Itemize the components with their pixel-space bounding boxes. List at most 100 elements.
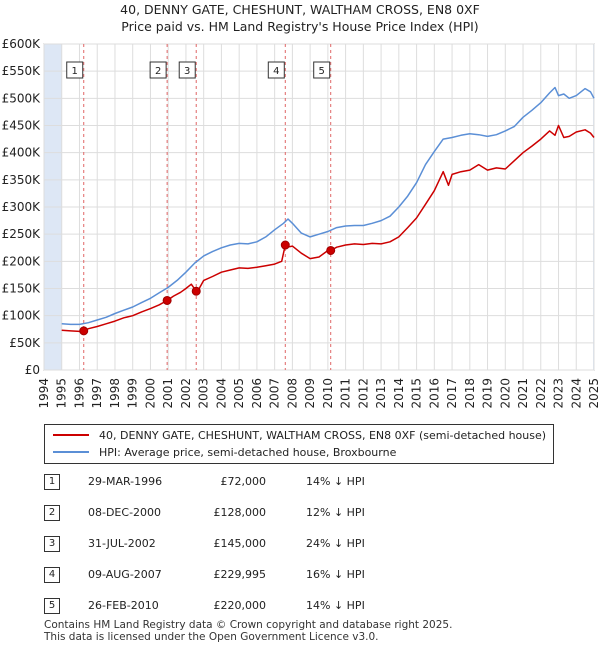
transaction-point [79, 326, 89, 336]
transaction-marker-label: 2 [149, 61, 167, 79]
sale-number-badge: 5 [44, 598, 60, 614]
sale-date: 09-AUG-2007 [88, 568, 162, 581]
x-tick-label: 2010 [321, 378, 335, 409]
sale-hpi-diff: 12% ↓ HPI [306, 506, 365, 519]
x-tick-label: 1999 [126, 378, 140, 409]
x-tick-label: 2016 [427, 378, 441, 409]
transaction-label-text: 2 [155, 66, 161, 77]
y-tick-label: £250K [2, 227, 42, 241]
sale-number-badge: 4 [44, 567, 60, 583]
transaction-point [326, 245, 336, 255]
footer-copyright: Contains HM Land Registry data © Crown c… [44, 619, 453, 631]
transaction-point [280, 240, 290, 250]
transaction-label-box [149, 61, 167, 79]
y-tick-label: £450K [2, 119, 42, 133]
transaction-label-text: 5 [319, 66, 325, 77]
x-tick-label: 2006 [250, 378, 264, 409]
sale-price: £220,000 [213, 599, 267, 612]
x-tick-label: 2003 [197, 378, 211, 409]
sale-row: 1 29-MAR-1996 £72,000 14% ↓ HPI [44, 472, 564, 494]
x-tick-label: 2023 [552, 378, 566, 409]
x-tick-label: 2019 [481, 378, 495, 409]
x-tick-label: 1996 [72, 378, 86, 409]
sale-date: 26-FEB-2010 [88, 599, 159, 612]
transaction-label-text: 3 [184, 66, 190, 77]
sale-price: £229,995 [213, 568, 267, 581]
x-tick-label: 2021 [516, 378, 530, 409]
property-price-line [61, 124, 595, 333]
transaction-point [191, 286, 201, 296]
x-tick-label: 2014 [392, 378, 406, 409]
x-tick-label: 2025 [587, 378, 600, 409]
sale-row: 2 08-DEC-2000 £128,000 12% ↓ HPI [44, 503, 564, 525]
legend-label-property: 40, DENNY GATE, CHESHUNT, WALTHAM CROSS,… [99, 428, 547, 442]
sale-hpi-diff: 24% ↓ HPI [306, 537, 365, 550]
sale-row: 3 31-JUL-2002 £145,000 24% ↓ HPI [44, 534, 564, 556]
legend-swatch-hpi [53, 451, 89, 453]
sale-price: £128,000 [213, 506, 267, 519]
y-tick-label: £100K [2, 309, 42, 323]
x-tick-label: 2000 [143, 378, 157, 409]
chart-subtitle: Price paid vs. HM Land Registry's House … [121, 19, 479, 34]
x-tick-label: 2018 [463, 378, 477, 409]
x-tick-label: 2011 [339, 378, 353, 409]
x-tick-label: 2012 [356, 378, 370, 409]
x-tick-label: 2007 [268, 378, 282, 409]
chart-title: 40, DENNY GATE, CHESHUNT, WALTHAM CROSS,… [120, 2, 480, 17]
transaction-marker-label: 4 [267, 61, 285, 79]
sale-price: £72,000 [220, 475, 267, 488]
sale-date: 31-JUL-2002 [88, 537, 156, 550]
legend-swatch-property [53, 434, 89, 436]
sale-date: 08-DEC-2000 [88, 506, 162, 519]
sale-hpi-diff: 14% ↓ HPI [306, 475, 365, 488]
transaction-label-text: 1 [72, 66, 78, 77]
x-tick-label: 2008 [285, 378, 299, 409]
y-tick-label: £200K [2, 254, 42, 268]
transaction-marker-label: 1 [66, 61, 84, 79]
x-tick-label: 1995 [55, 378, 69, 409]
y-tick-label: £400K [2, 146, 42, 160]
x-tick-label: 2024 [569, 378, 583, 409]
legend-item-hpi: HPI: Average price, semi-detached house,… [53, 444, 396, 460]
x-tick-label: 2022 [534, 378, 548, 409]
x-tick-label: 2009 [303, 378, 317, 409]
x-tick-label: 1994 [37, 378, 51, 409]
y-tick-label: £300K [2, 200, 42, 214]
transaction-marker-label: 3 [178, 61, 196, 79]
price-chart: £0 £50K £100K £150K £200K £250K £300K £350K £400… [2, 37, 600, 409]
sale-row: 4 09-AUG-2007 £229,995 16% ↓ HPI [44, 565, 564, 587]
x-tick-label: 2020 [498, 378, 512, 409]
x-tick-label: 2004 [214, 378, 228, 409]
y-tick-label: £350K [2, 173, 42, 187]
transaction-point [162, 295, 172, 305]
footer-licence: This data is licensed under the Open Gov… [44, 631, 379, 643]
y-tick-label: £500K [2, 91, 42, 105]
sale-number-badge: 1 [44, 474, 60, 490]
sale-row: 5 26-FEB-2010 £220,000 14% ↓ HPI [44, 596, 564, 618]
y-tick-label: £600K [2, 37, 42, 51]
x-tick-label: 2015 [410, 378, 424, 409]
transaction-label-box [178, 61, 196, 79]
sale-hpi-diff: 16% ↓ HPI [306, 568, 365, 581]
sale-date: 29-MAR-1996 [88, 475, 163, 488]
sale-hpi-diff: 14% ↓ HPI [306, 599, 365, 612]
transaction-label-box [66, 61, 84, 79]
y-tick-label: £0 [25, 363, 40, 377]
y-tick-label: £50K [9, 336, 41, 350]
transaction-marker-label: 5 [313, 61, 331, 79]
hpi-line [61, 86, 595, 326]
transaction-label-box [267, 61, 285, 79]
sale-number-badge: 3 [44, 536, 60, 552]
y-tick-label: £550K [2, 64, 42, 78]
x-tick-label: 2002 [179, 378, 193, 409]
sale-price: £145,000 [213, 537, 267, 550]
x-tick-label: 2001 [161, 378, 175, 409]
x-tick-label: 2013 [374, 378, 388, 409]
chart-legend: 40, DENNY GATE, CHESHUNT, WALTHAM CROSS,… [44, 424, 554, 464]
x-tick-label: 2017 [445, 378, 459, 409]
legend-item-property: 40, DENNY GATE, CHESHUNT, WALTHAM CROSS,… [53, 427, 546, 443]
legend-label-hpi: HPI: Average price, semi-detached house,… [99, 445, 397, 459]
transaction-label-box [313, 61, 331, 79]
transaction-label-text: 4 [273, 66, 279, 77]
sale-number-badge: 2 [44, 505, 60, 521]
